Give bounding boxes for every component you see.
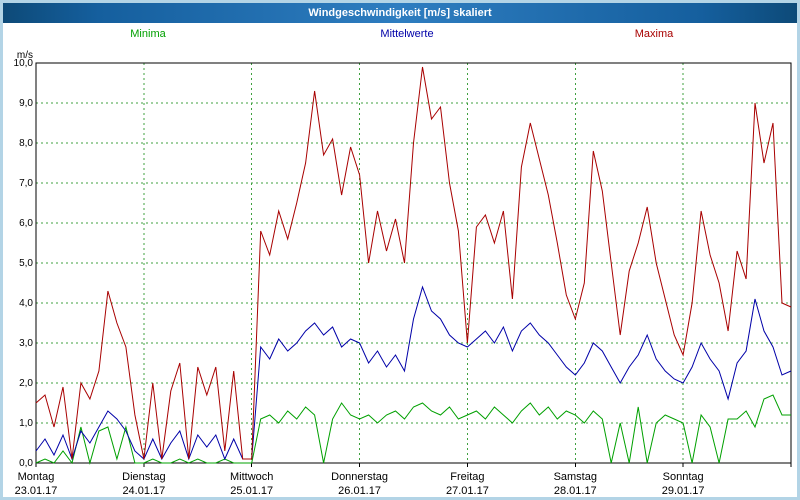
series-line-mittelwerte bbox=[35, 285, 792, 461]
legend-maxima: Maxima bbox=[634, 28, 674, 40]
legend: Minima Mittelwerte Maxima bbox=[3, 23, 797, 45]
title-bar: Windgeschwindigkeit [m/s] skaliert bbox=[3, 3, 797, 23]
x-date-label: 28.01.17 bbox=[554, 485, 597, 497]
x-date-label: 23.01.17 bbox=[15, 485, 58, 497]
window-title: Windgeschwindigkeit [m/s] skaliert bbox=[308, 7, 492, 19]
y-tick-label: 8,0 bbox=[19, 138, 33, 149]
x-date-label: 29.01.17 bbox=[662, 485, 705, 497]
legend-mittelwerte: Mittelwerte bbox=[380, 28, 434, 40]
x-day-label: Mittwoch bbox=[230, 471, 273, 483]
y-tick-label: 5,0 bbox=[19, 258, 33, 269]
series-line-maxima bbox=[35, 66, 792, 460]
legend-minima: Minima bbox=[130, 28, 166, 40]
x-date-label: 24.01.17 bbox=[122, 485, 165, 497]
x-date-label: 27.01.17 bbox=[446, 485, 489, 497]
x-day-label: Freitag bbox=[450, 471, 484, 483]
y-axis-unit-label: m/s bbox=[17, 50, 33, 61]
y-tick-label: 9,0 bbox=[19, 98, 33, 109]
x-day-label: Samstag bbox=[554, 471, 597, 483]
x-day-label: Donnerstag bbox=[331, 471, 388, 483]
x-day-label: Montag bbox=[18, 471, 55, 483]
y-tick-label: 7,0 bbox=[19, 178, 33, 189]
y-tick-label: 10,0 bbox=[14, 58, 34, 69]
plot-border bbox=[35, 62, 792, 464]
y-tick-label: 0,0 bbox=[19, 458, 33, 469]
y-tick-label: 3,0 bbox=[19, 338, 33, 349]
x-date-label: 26.01.17 bbox=[338, 485, 381, 497]
y-tick-label: 6,0 bbox=[19, 218, 33, 229]
y-tick-label: 4,0 bbox=[19, 298, 33, 309]
y-tick-label: 1,0 bbox=[19, 418, 33, 429]
y-tick-label: 2,0 bbox=[19, 378, 33, 389]
x-day-label: Dienstag bbox=[122, 471, 165, 483]
x-day-label: Sonntag bbox=[663, 471, 704, 483]
series-line-minima bbox=[35, 394, 791, 465]
x-date-label: 25.01.17 bbox=[230, 485, 273, 497]
wind-speed-chart: m/s 0,0 1,0 2,0 3,0 4,0 5,0 6,0 7,0 8,0 9,0 10,0 Mon… bbox=[14, 50, 792, 497]
